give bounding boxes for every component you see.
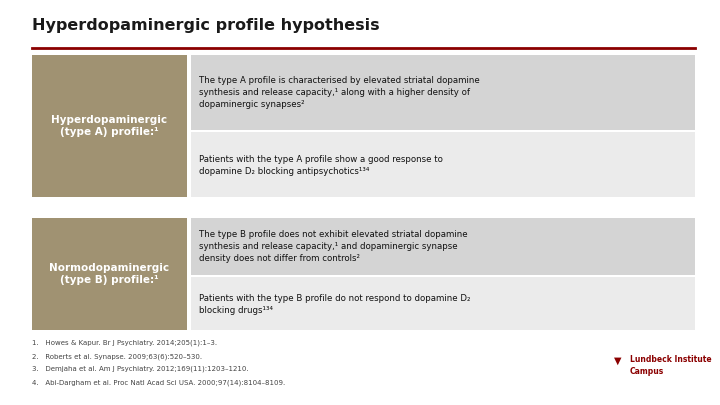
Text: Patients with the type B profile do not respond to dopamine D₂
blocking drugs¹³⁴: Patients with the type B profile do not … [199, 294, 470, 315]
Text: 4.   Abi-Dargham et al. Proc Natl Acad Sci USA. 2000;97(14):8104–8109.: 4. Abi-Dargham et al. Proc Natl Acad Sci… [32, 379, 285, 386]
Bar [32, 55, 187, 197]
Text: The type A profile is characterised by elevated striatal dopamine
synthesis and : The type A profile is characterised by e… [199, 76, 480, 109]
Bar [191, 55, 695, 130]
Text: 2.   Roberts et al. Synapse. 2009;63(6):520–530.: 2. Roberts et al. Synapse. 2009;63(6):52… [32, 353, 202, 360]
Text: 3.   Demjaha et al. Am J Psychiatry. 2012;169(11):1203–1210.: 3. Demjaha et al. Am J Psychiatry. 2012;… [32, 366, 248, 373]
Bar [191, 277, 695, 330]
Text: Patients with the type A profile show a good response to
dopamine D₂ blocking an: Patients with the type A profile show a … [199, 155, 443, 176]
Text: Hyperdopaminergic
(type A) profile:¹: Hyperdopaminergic (type A) profile:¹ [51, 115, 168, 137]
Text: ▼: ▼ [614, 356, 622, 366]
Text: The type B profile does not exhibit elevated striatal dopamine
synthesis and rel: The type B profile does not exhibit elev… [199, 230, 467, 263]
Bar [191, 132, 695, 197]
Bar [191, 218, 695, 275]
Text: Lundbeck Institute
Campus: Lundbeck Institute Campus [630, 355, 711, 376]
Text: Hyperdopaminergic profile hypothesis: Hyperdopaminergic profile hypothesis [32, 18, 379, 33]
Bar [32, 218, 187, 330]
Text: Normodopaminergic
(type B) profile:¹: Normodopaminergic (type B) profile:¹ [50, 263, 170, 285]
Text: 1.   Howes & Kapur. Br J Psychiatry. 2014;205(1):1–3.: 1. Howes & Kapur. Br J Psychiatry. 2014;… [32, 340, 217, 347]
